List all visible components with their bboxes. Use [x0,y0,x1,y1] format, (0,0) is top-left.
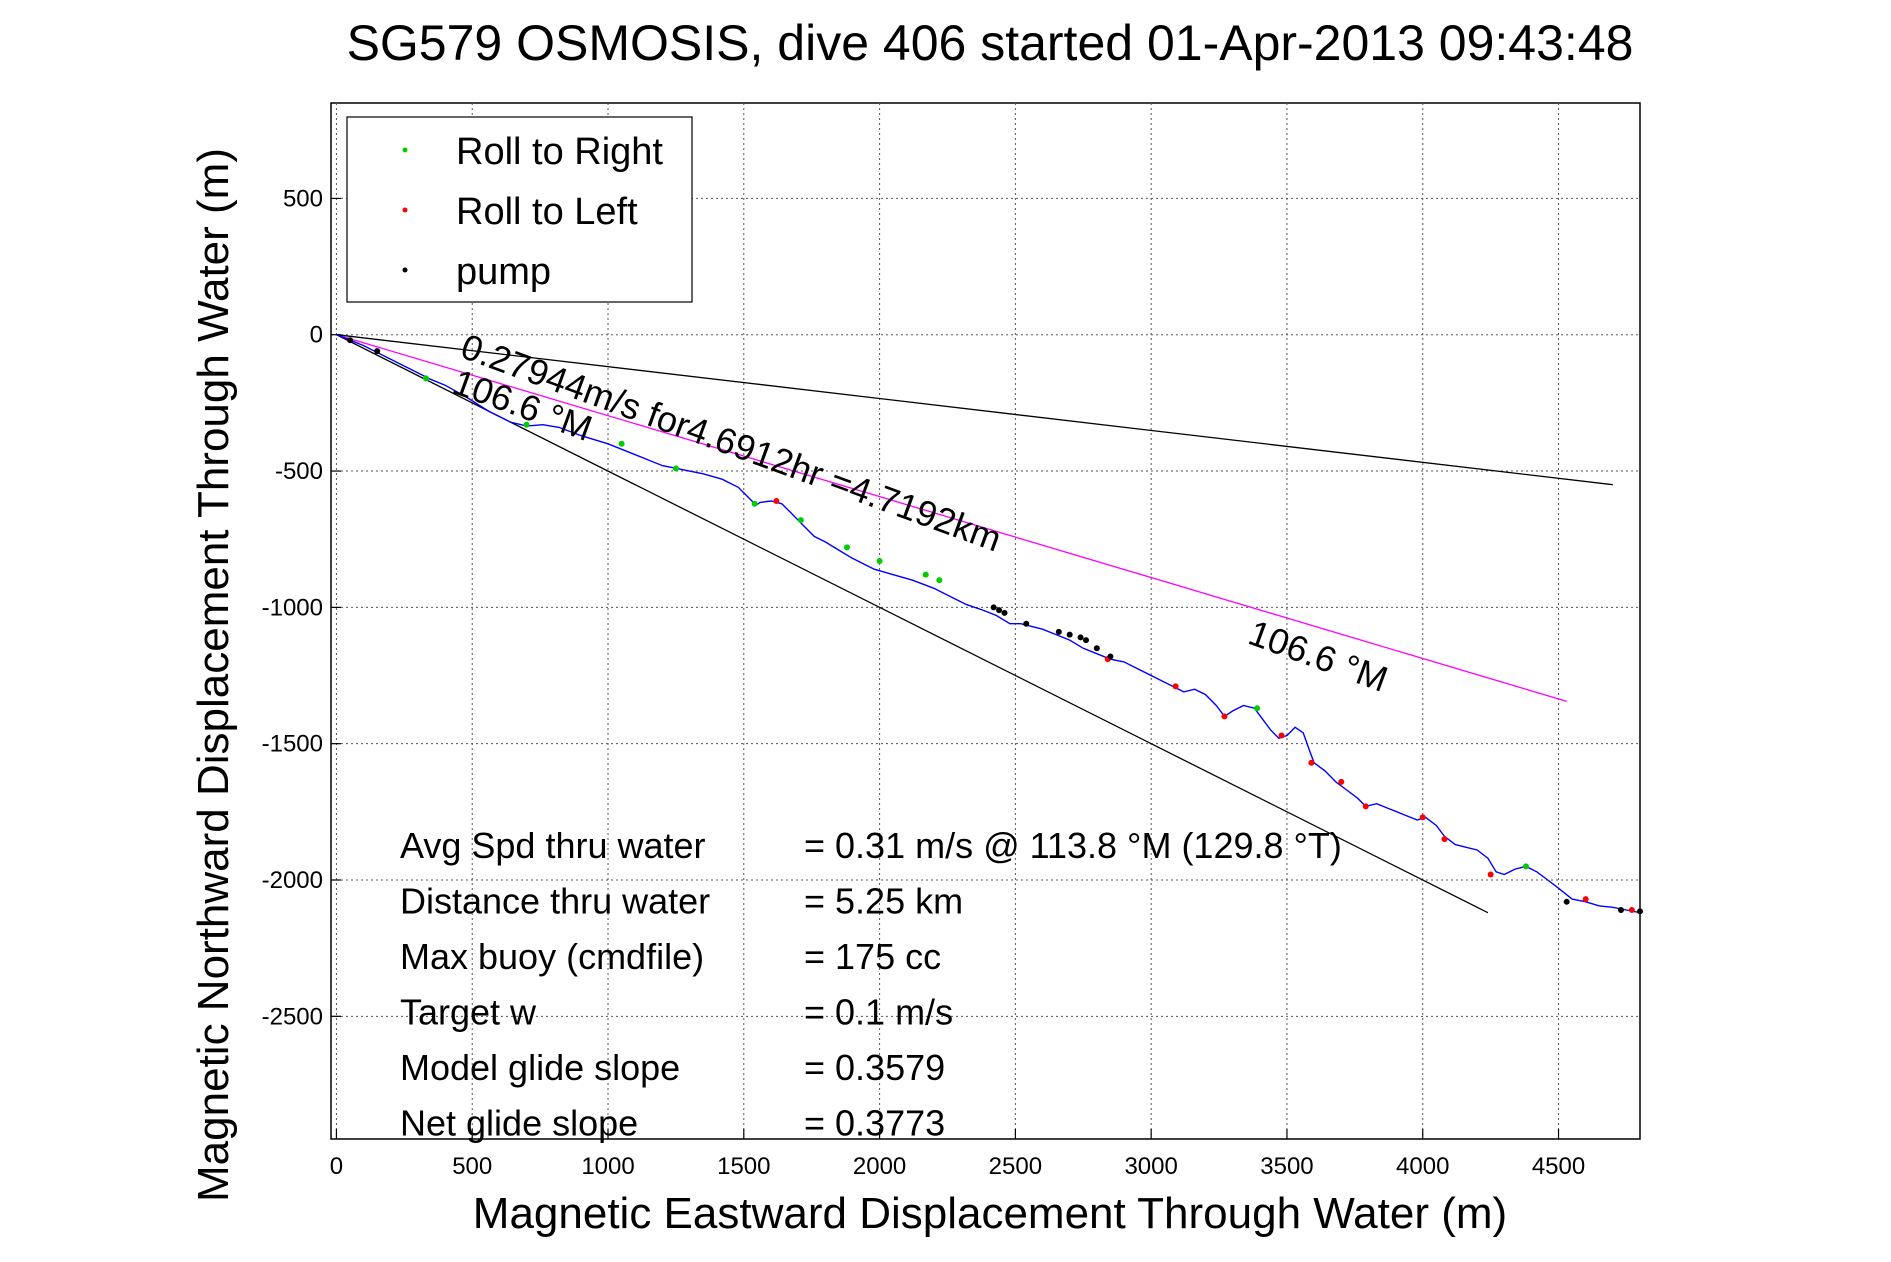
roll-right-marker [797,517,804,524]
roll-right-marker [751,500,758,507]
x-axis-label: Magnetic Eastward Displacement Through W… [473,1189,1507,1238]
y-tick-label: -2000 [262,867,323,894]
x-tick-label: 2000 [853,1153,906,1180]
pump-marker [1023,620,1030,627]
x-tick-label: 1000 [581,1153,634,1180]
reference-line [336,334,1613,486]
roll-left-marker [1221,713,1228,720]
legend-label: pump [456,251,551,293]
pump-marker [1082,637,1089,644]
roll-left-marker [1487,871,1494,878]
pump-marker [374,348,381,355]
roll-left-marker [1278,732,1285,739]
pump-marker [1563,898,1570,905]
legend-label: Roll to Right [456,131,663,173]
y-axis-label: Magnetic Northward Displacement Through … [189,148,238,1202]
track-line [336,334,1641,914]
pump-marker [1001,609,1008,616]
y-tick-label: -2500 [262,1003,323,1030]
x-tick-label: 4500 [1532,1153,1585,1180]
y-tick-label: -1000 [262,594,323,621]
roll-right-marker [876,558,883,565]
x-tick-label: 4000 [1396,1153,1449,1180]
stat-label: Avg Spd thru water [400,825,706,866]
roll-left-marker [1419,814,1426,821]
stat-value: = 0.3773 [804,1103,945,1144]
pump-marker [1055,628,1062,635]
roll-left-marker [1441,836,1448,843]
roll-right-marker [936,577,943,584]
stats-box: Avg Spd thru water = 0.31 m/s @ 113.8 °M … [400,825,1342,1144]
stat-label: Target w [400,992,537,1033]
roll-left-marker [1628,906,1635,913]
chart-title: SG579 OSMOSIS, dive 406 started 01-Apr-2… [347,15,1634,71]
y-tick-label: -1500 [262,731,323,758]
y-tick-label: 0 [310,322,323,349]
stat-value: = 175 cc [804,936,941,977]
roll-left-marker [1582,896,1589,903]
axis-ticks: 0 500 1000 1500 2000 2500 3000 3500 4000 45005000… [262,185,1586,1180]
stat-value: = 0.1 m/s [804,992,953,1033]
roll-right-marker [922,571,929,578]
pump-marker [1107,653,1114,660]
x-tick-label: 3500 [1260,1153,1313,1180]
legend-marker [402,267,408,273]
roll-left-marker [1308,759,1315,766]
roll-left-marker [1172,683,1179,690]
legend-marker [402,147,408,153]
legend-label: Roll to Left [456,191,638,233]
stat-value: = 5.25 km [804,881,963,922]
stat-label: Distance thru water [400,881,710,922]
pump-marker [347,337,354,344]
roll-left-marker [773,498,780,505]
legend: Roll to Right Roll to Left pump [346,116,693,303]
pump-marker [990,604,997,611]
reference-line [336,334,1567,703]
data-layer [336,334,1643,915]
y-tick-label: -500 [275,458,323,485]
pump-marker [1093,645,1100,652]
roll-right-marker [672,465,679,472]
pump-marker [1617,906,1624,913]
pump-marker [1637,908,1643,915]
legend-marker [402,207,408,213]
roll-right-marker [843,544,850,551]
stat-label: Model glide slope [400,1047,680,1088]
stat-label: Net glide slope [400,1103,638,1144]
x-tick-label: 0 [330,1153,343,1180]
roll-left-marker [1338,778,1345,785]
stat-value: = 0.3579 [804,1047,945,1088]
pump-marker [1066,631,1073,638]
pump-marker [1077,634,1084,641]
stat-value: = 0.31 m/s @ 113.8 °M (129.8 °T) [804,825,1342,866]
roll-left-marker [1362,803,1369,810]
pump-marker [996,607,1003,614]
y-tick-label: 500 [283,185,323,212]
x-tick-label: 1500 [717,1153,770,1180]
roll-right-marker [1254,705,1261,712]
roll-right-marker [423,375,430,382]
x-tick-label: 2500 [989,1153,1042,1180]
x-tick-label: 3000 [1124,1153,1177,1180]
roll-right-marker [1522,863,1529,870]
reference-line [336,334,1489,914]
roll-right-marker [523,421,530,428]
roll-right-marker [618,440,625,447]
x-tick-label: 500 [452,1153,492,1180]
stat-label: Max buoy (cmdfile) [400,936,704,977]
